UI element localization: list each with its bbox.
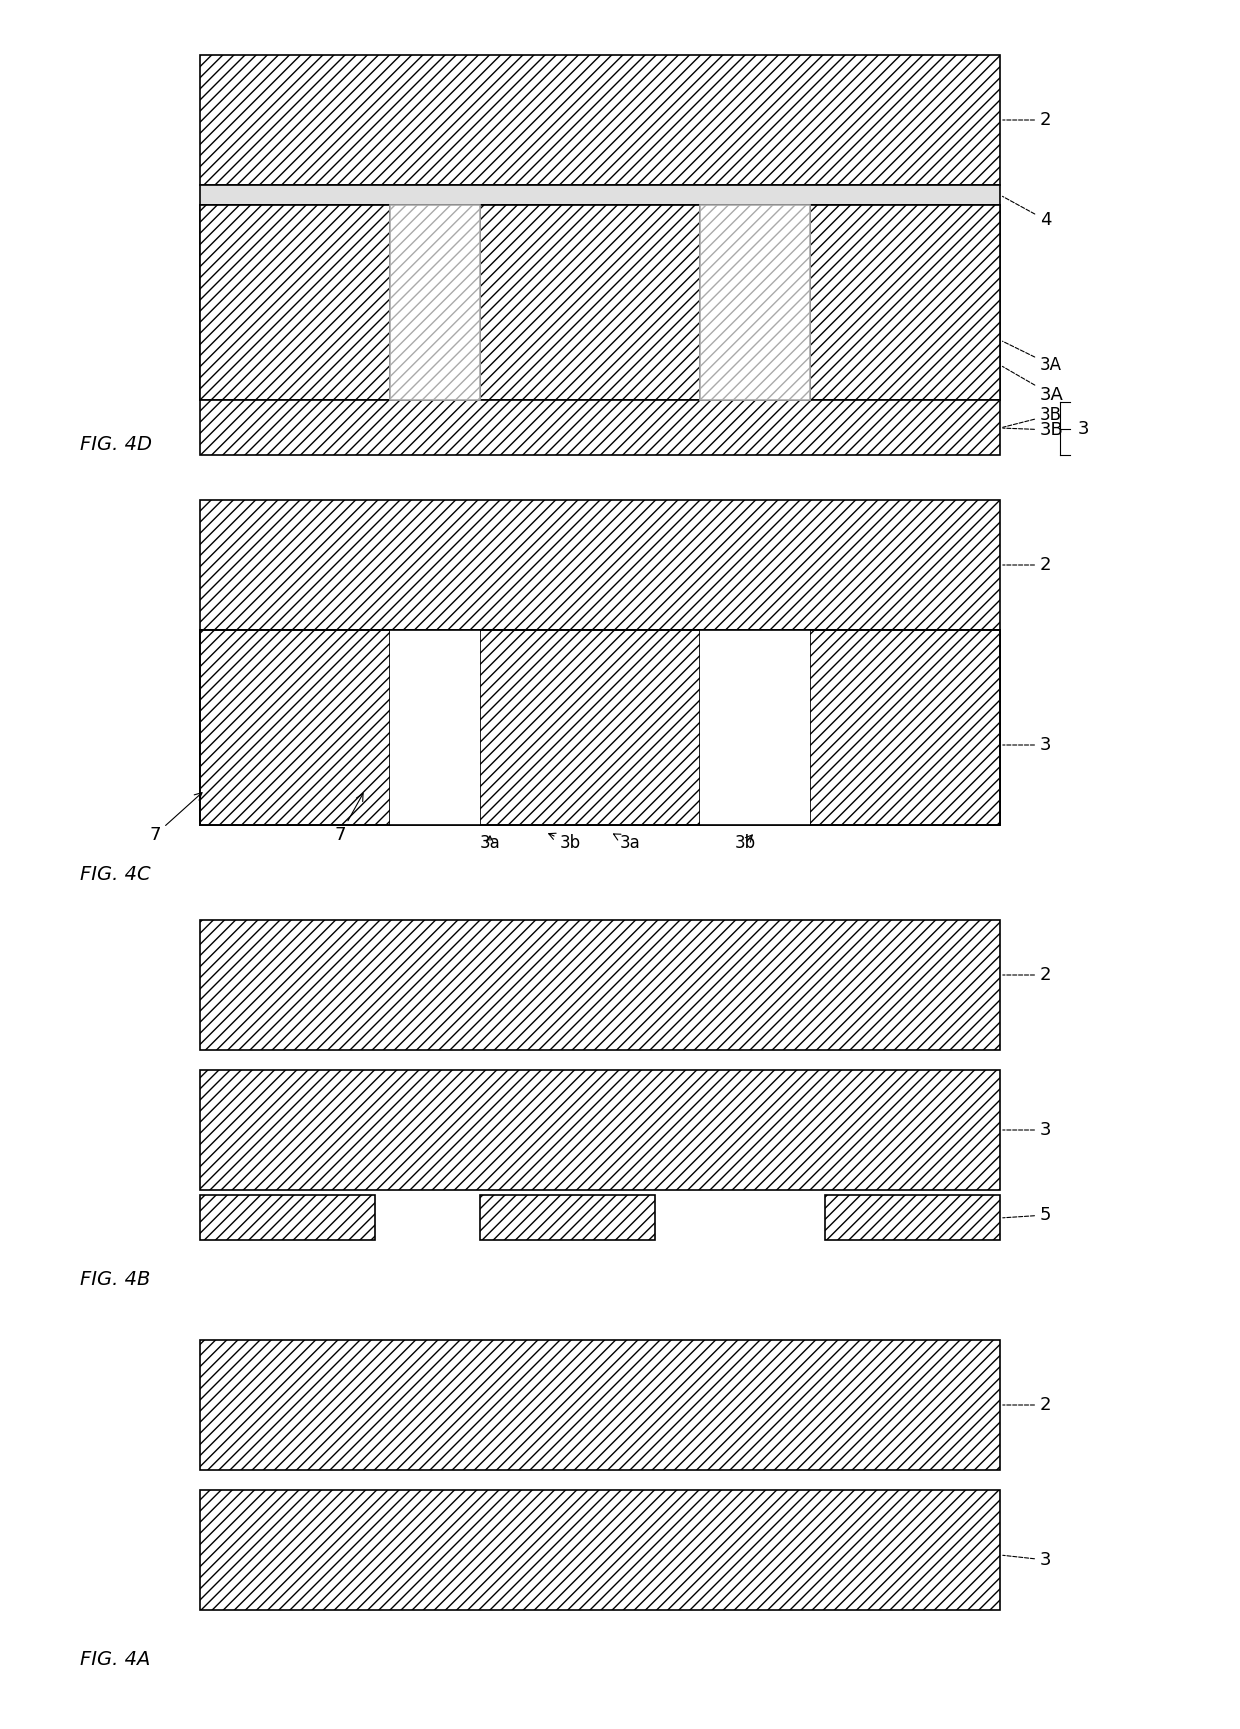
Text: 2: 2 [1003,1395,1052,1414]
Text: 3: 3 [1003,1551,1052,1568]
Text: 3b: 3b [548,833,580,852]
Text: 3A: 3A [1002,341,1061,373]
Text: 3a: 3a [480,833,501,852]
Bar [810,206,999,399]
Bar [200,1490,999,1610]
Bar [200,185,999,206]
Bar [480,206,701,399]
Bar [200,399,999,455]
Text: 2: 2 [1003,111,1052,130]
Bar [200,206,391,399]
Text: 3: 3 [1003,1120,1052,1139]
Text: 5: 5 [1003,1207,1052,1224]
Text: 7: 7 [149,792,202,844]
Bar [391,629,480,825]
Text: 4: 4 [1002,197,1052,228]
Bar [480,1195,655,1240]
Text: 3B: 3B [1003,420,1064,439]
Text: 3B: 3B [1003,406,1061,427]
Bar [200,1195,374,1240]
Text: FIG. 4C: FIG. 4C [81,864,150,884]
Bar [200,629,999,825]
Bar [701,629,810,825]
Text: 3a: 3a [614,833,640,852]
Bar [200,920,999,1050]
Text: FIG. 4A: FIG. 4A [81,1649,150,1668]
Text: 2: 2 [1003,557,1052,574]
Text: 3: 3 [1078,420,1090,437]
Bar [480,629,701,825]
Bar [825,1195,999,1240]
Text: 2: 2 [1003,967,1052,984]
Bar [701,206,810,399]
Bar [200,629,999,825]
Bar [200,206,999,399]
Bar [200,1070,999,1190]
Bar [200,55,999,185]
Bar [391,206,480,399]
Text: 3A: 3A [1002,367,1064,405]
Bar [200,1340,999,1470]
Bar [810,629,999,825]
Text: 7: 7 [335,794,363,844]
Text: 3b: 3b [734,833,755,852]
Bar [200,500,999,629]
Bar [200,629,391,825]
Text: FIG. 4D: FIG. 4D [81,436,153,455]
Text: 3: 3 [1003,737,1052,754]
Text: FIG. 4B: FIG. 4B [81,1271,150,1290]
